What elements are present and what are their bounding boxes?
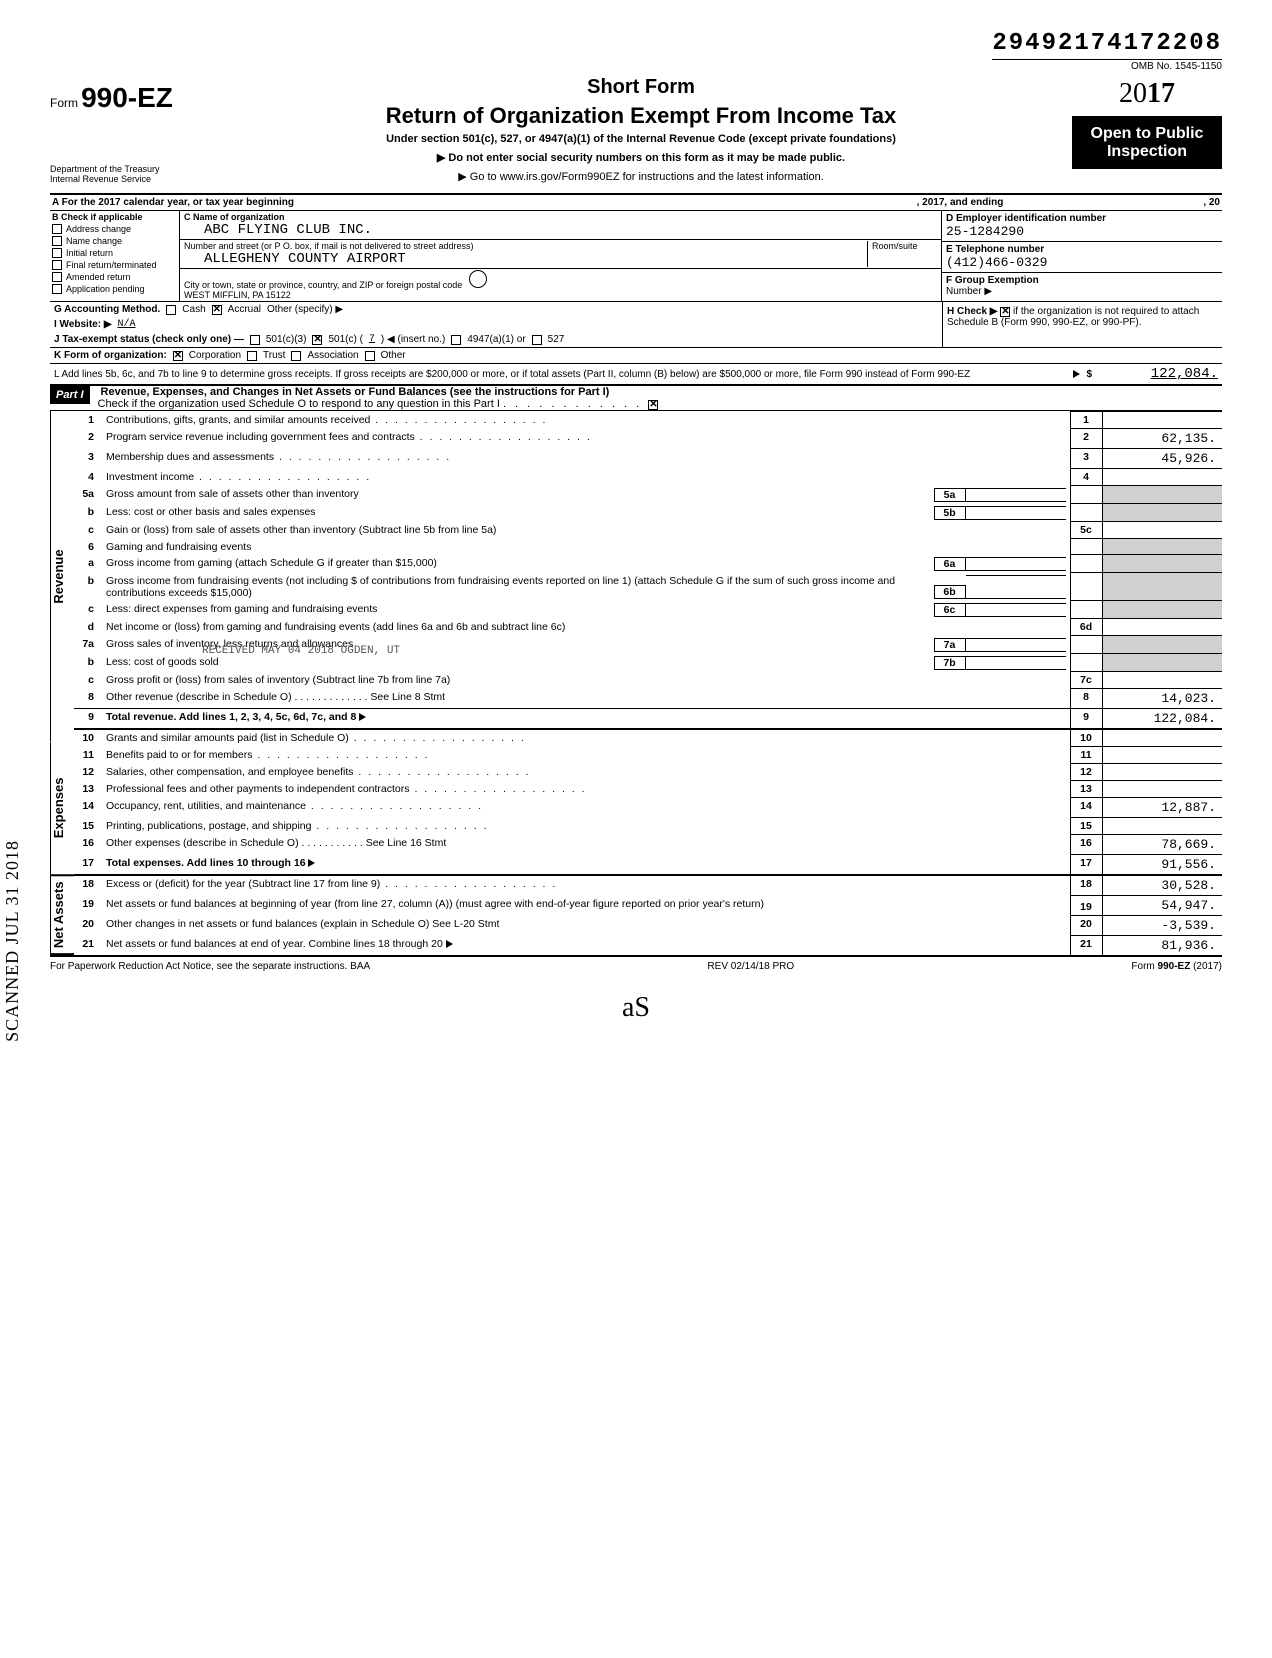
website: N/A xyxy=(118,319,136,330)
chk-amended-return[interactable]: Amended return xyxy=(50,271,179,283)
i-label: I Website: ▶ xyxy=(54,319,112,330)
line-5c: cGain or (loss) from sale of assets othe… xyxy=(74,522,1222,539)
row-a-mid: , 2017, and ending xyxy=(917,197,1004,208)
dln: 29492174172208 xyxy=(992,30,1222,57)
footer-mid: REV 02/14/18 PRO xyxy=(707,961,794,972)
line-21: 21Net assets or fund balances at end of … xyxy=(74,936,1222,956)
chk-trust[interactable] xyxy=(247,351,257,361)
chk-schedule-o[interactable] xyxy=(648,400,658,410)
chk-application-pending[interactable]: Application pending xyxy=(50,283,179,295)
ein: 25-1284290 xyxy=(946,224,1024,239)
row-a-end: , 20 xyxy=(1203,197,1220,208)
org-street: ALLEGHENY COUNTY AIRPORT xyxy=(184,251,406,267)
c-street-label: Number and street (or P O. box, if mail … xyxy=(184,241,473,251)
line-10: 10Grants and similar amounts paid (list … xyxy=(74,729,1222,747)
line-5b: bLess: cost or other basis and sales exp… xyxy=(74,504,1222,522)
line-16: 16Other expenses (describe in Schedule O… xyxy=(74,835,1222,855)
chk-cash[interactable] xyxy=(166,305,176,315)
line-4: 4Investment income4 xyxy=(74,469,1222,486)
telephone: (412)466-0329 xyxy=(946,255,1047,270)
subtitle: Under section 501(c), 527, or 4947(a)(1)… xyxy=(220,133,1062,145)
line-11: 11Benefits paid to or for members11 xyxy=(74,747,1222,764)
expenses-label: Expenses xyxy=(50,742,74,876)
scanned-stamp: SCANNED JUL 31 2018 xyxy=(2,840,23,1042)
line-9: 9Total revenue. Add lines 1, 2, 3, 4, 5c… xyxy=(74,709,1222,730)
h-label: H Check ▶ xyxy=(947,306,997,317)
org-name: ABC FLYING CLUB INC. xyxy=(184,222,372,238)
line-19: 19Net assets or fund balances at beginni… xyxy=(74,896,1222,916)
line-5a: 5aGross amount from sale of assets other… xyxy=(74,486,1222,504)
goto-line: ▶ Go to www.irs.gov/Form990EZ for instru… xyxy=(220,170,1062,183)
f-label: F Group Exemption xyxy=(946,275,1039,286)
main-title: Return of Organization Exempt From Incom… xyxy=(220,103,1062,129)
form-number: 990-EZ xyxy=(81,82,173,113)
ssn-warning: ▶ Do not enter social security numbers o… xyxy=(220,151,1062,164)
dept-irs: Internal Revenue Service xyxy=(50,174,210,184)
chk-4947[interactable] xyxy=(451,335,461,345)
short-form-title: Short Form xyxy=(220,76,1062,99)
net-assets-label: Net Assets xyxy=(50,876,74,955)
line-6d: dNet income or (loss) from gaming and fu… xyxy=(74,619,1222,636)
part1-label: Part I xyxy=(50,386,90,404)
b-label: B Check if applicable xyxy=(50,211,179,223)
chk-other-org[interactable] xyxy=(365,351,375,361)
chk-501c3[interactable] xyxy=(250,335,260,345)
part1-check-text: Check if the organization used Schedule … xyxy=(98,398,500,410)
open-public-badge: Open to Public Inspection xyxy=(1072,117,1222,169)
chk-accrual[interactable] xyxy=(212,305,222,315)
chk-corporation[interactable] xyxy=(173,351,183,361)
org-city: WEST MIFFLIN, PA 15122 xyxy=(184,290,291,300)
footer-right: Form 990-EZ (2017) xyxy=(1131,961,1222,972)
line-1: 1Contributions, gifts, grants, and simil… xyxy=(74,412,1222,429)
l-text: L Add lines 5b, 6c, and 7b to line 9 to … xyxy=(54,369,1067,380)
revenue-label: Revenue xyxy=(50,411,74,742)
d-label: D Employer identification number xyxy=(946,213,1106,224)
line-18: 18Excess or (deficit) for the year (Subt… xyxy=(74,875,1222,896)
g-label: G Accounting Method. xyxy=(54,304,160,315)
line-3: 3Membership dues and assessments345,926. xyxy=(74,449,1222,469)
line-8: 8Other revenue (describe in Schedule O) … xyxy=(74,689,1222,709)
line-15: 15Printing, publications, postage, and s… xyxy=(74,818,1222,835)
line-6: 6Gaming and fundraising events xyxy=(74,539,1222,555)
line-17: 17Total expenses. Add lines 10 through 1… xyxy=(74,855,1222,876)
c-city-label: City or town, state or province, country… xyxy=(184,280,462,290)
line-7c: cGross profit or (loss) from sales of in… xyxy=(74,672,1222,689)
chk-final-return[interactable]: Final return/terminated xyxy=(50,259,179,271)
omb-number: OMB No. 1545-1150 xyxy=(992,59,1222,72)
line-6a: aGross income from gaming (attach Schedu… xyxy=(74,555,1222,573)
line-14: 14Occupancy, rent, utilities, and mainte… xyxy=(74,798,1222,818)
chk-schedule-b[interactable] xyxy=(1000,307,1010,317)
chk-address-change[interactable]: Address change xyxy=(50,223,179,235)
tax-year: 2017 xyxy=(1072,72,1222,117)
c-label: C Name of organization xyxy=(184,212,285,222)
lines-table: 1Contributions, gifts, grants, and simil… xyxy=(74,411,1222,955)
chk-name-change[interactable]: Name change xyxy=(50,235,179,247)
arrow-icon xyxy=(1073,370,1080,378)
line-20: 20Other changes in net assets or fund ba… xyxy=(74,916,1222,936)
j-label: J Tax-exempt status (check only one) — xyxy=(54,334,244,345)
footer-left: For Paperwork Reduction Act Notice, see … xyxy=(50,961,370,972)
k-label: K Form of organization: xyxy=(54,350,167,361)
e-label: E Telephone number xyxy=(946,244,1044,255)
form-prefix: Form xyxy=(50,96,78,110)
501c-number: 7 xyxy=(369,334,375,345)
line-7b: bLess: cost of goods soldRECEIVED MAY 04… xyxy=(74,654,1222,672)
l-amount: 122,084. xyxy=(1098,366,1218,382)
chk-association[interactable] xyxy=(291,351,301,361)
chk-501c[interactable] xyxy=(312,335,322,345)
initials: aS xyxy=(50,992,1222,1024)
dept-treasury: Department of the Treasury xyxy=(50,164,210,174)
line-13: 13Professional fees and other payments t… xyxy=(74,781,1222,798)
line-6c: cLess: direct expenses from gaming and f… xyxy=(74,601,1222,619)
line-2: 2Program service revenue including gover… xyxy=(74,429,1222,449)
chk-initial-return[interactable]: Initial return xyxy=(50,247,179,259)
room-suite-label: Room/suite xyxy=(867,241,937,267)
f-number-label: Number ▶ xyxy=(946,286,992,297)
line-12: 12Salaries, other compensation, and empl… xyxy=(74,764,1222,781)
info-circle-icon xyxy=(469,270,487,288)
line-6b: bGross income from fundraising events (n… xyxy=(74,573,1222,601)
received-stamp: RECEIVED MAY 04 2018 OGDEN, UT xyxy=(202,646,400,657)
row-a-prefix: A For the 2017 calendar year, or tax yea… xyxy=(52,197,294,208)
chk-527[interactable] xyxy=(532,335,542,345)
